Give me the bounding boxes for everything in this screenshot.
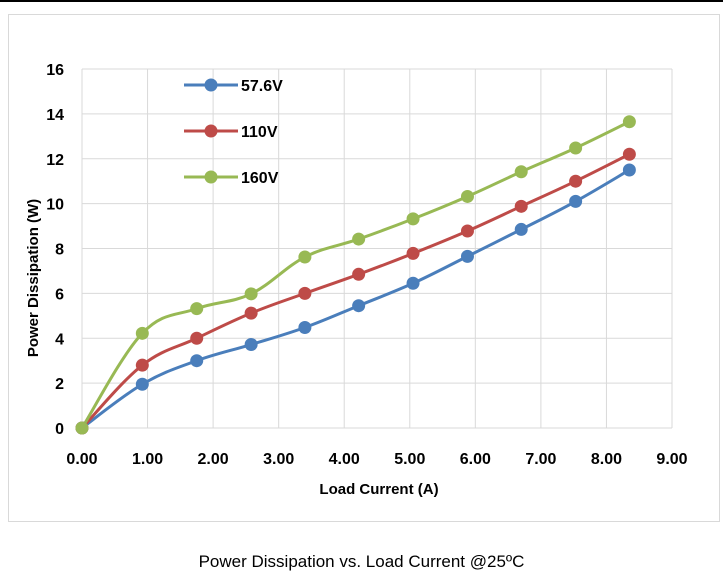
data-point (352, 299, 366, 313)
data-point (569, 194, 583, 208)
data-point (514, 222, 528, 236)
x-tick-label: 4.00 (329, 451, 360, 468)
data-point (406, 212, 420, 226)
chart-frame (8, 14, 720, 522)
data-point (569, 174, 583, 188)
data-point (622, 163, 636, 177)
legend-label: 57.6V (241, 78, 283, 95)
x-tick-label: 3.00 (263, 451, 294, 468)
data-point (352, 232, 366, 246)
data-point (622, 115, 636, 129)
y-tick-label: 0 (55, 421, 64, 438)
y-tick-label: 4 (55, 331, 64, 348)
x-tick-label: 7.00 (525, 451, 556, 468)
legend-label: 110V (241, 124, 278, 141)
y-tick-label: 2 (55, 376, 64, 393)
y-tick-label: 12 (46, 152, 64, 169)
x-tick-label: 0.00 (66, 451, 97, 468)
legend-swatch-marker (204, 170, 218, 184)
data-point (135, 358, 149, 372)
data-point (514, 165, 528, 179)
data-point (514, 199, 528, 213)
y-tick-label: 10 (46, 197, 64, 214)
data-point (75, 421, 89, 435)
y-tick-label: 14 (46, 107, 64, 124)
series-line-160V (80, 120, 631, 429)
data-point (406, 246, 420, 260)
series-line-110V (80, 152, 631, 430)
data-point (298, 250, 312, 264)
data-point (460, 224, 474, 238)
top-rule (0, 0, 723, 2)
x-tick-label: 2.00 (198, 451, 229, 468)
x-tick-label: 6.00 (460, 451, 491, 468)
figure-caption: Power Dissipation vs. Load Current @25ºC (198, 552, 525, 571)
x-tick-label: 5.00 (394, 451, 425, 468)
legend-label: 160V (241, 170, 279, 187)
data-point (244, 306, 258, 320)
y-tick-label: 6 (55, 286, 64, 303)
x-tick-label: 8.00 (591, 451, 622, 468)
data-point (190, 302, 204, 316)
data-point (352, 267, 366, 281)
data-point (190, 354, 204, 368)
x-tick-label: 9.00 (656, 451, 687, 468)
data-point (135, 326, 149, 340)
y-tick-label: 16 (46, 62, 64, 79)
data-point (298, 286, 312, 300)
data-point (244, 287, 258, 301)
data-point (569, 141, 583, 155)
data-point (460, 189, 474, 203)
x-tick-label: 1.00 (132, 451, 163, 468)
data-point (190, 331, 204, 345)
y-tick-label: 8 (55, 242, 64, 259)
data-point (135, 377, 149, 391)
data-point (298, 320, 312, 334)
data-point (460, 249, 474, 263)
x-axis-label: Load Current (A) (319, 481, 438, 498)
data-point (244, 338, 258, 352)
data-point (622, 147, 636, 161)
data-point (406, 276, 420, 290)
legend-swatch-marker (204, 124, 218, 138)
y-axis-label: Power Dissipation (W) (25, 199, 42, 357)
series-line-576V (81, 168, 631, 430)
legend-swatch-marker (204, 78, 218, 92)
